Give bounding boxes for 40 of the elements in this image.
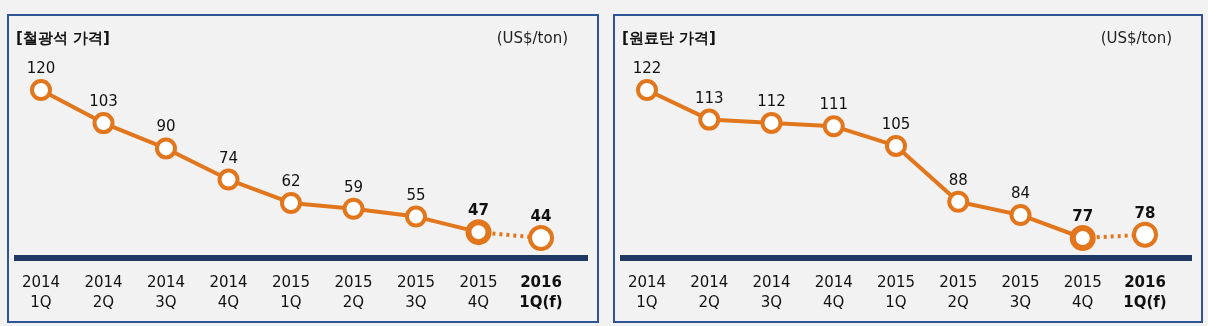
x-tick-label: 2016 1Q(f) [519,273,563,311]
data-label: 59 [343,177,364,196]
x-tick-label: 2014 3Q [752,273,791,311]
x-tick-label: 2015 1Q [876,273,916,311]
data-label: 90 [156,117,176,136]
x-tick-label: 2015 2Q [334,273,373,311]
x-tick-label: 2014 2Q [84,273,123,311]
data-label: 44 [530,207,552,225]
y-axis-title: (US$/ton) [1100,29,1172,47]
data-label: 112 [757,91,786,110]
data-label: 78 [1134,203,1156,222]
data-label: 62 [281,171,301,190]
data-label: 120 [26,59,56,77]
data-label: 113 [694,88,724,107]
x-tick-label: 2014 1Q [627,273,667,311]
chart-title: [철광석 가격] [16,29,110,47]
x-tick-label: 2014 3Q [146,273,186,311]
data-label: 111 [819,95,849,114]
x-tick-label: 2014 4Q [209,273,248,311]
data-label: 74 [218,148,239,167]
data-label: 47 [468,201,489,220]
x-tick-label: 2014 1Q [21,273,61,311]
x-tick-label: 2015 2Q [939,273,978,311]
x-tick-label: 2014 4Q [814,273,853,311]
x-tick-label: 2014 2Q [690,273,729,311]
x-tick-label: 2015 3Q [396,273,436,311]
data-label: 84 [1010,183,1031,202]
y-axis-title: (US$/ton) [496,29,568,47]
data-label: 103 [89,92,118,111]
x-tick-label: 2015 1Q [271,273,311,311]
x-tick-label: 2016 1Q(f) [1123,273,1167,311]
x-tick-label: 2015 4Q [1063,273,1102,311]
data-label: 88 [948,170,968,189]
x-tick-label: 2015 3Q [1001,273,1040,311]
data-label: 55 [406,185,426,204]
data-label: 122 [632,59,662,77]
chart-title: [원료탄 가격] [622,29,716,47]
data-label: 77 [1072,207,1094,225]
x-tick-label: 2015 4Q [459,273,498,311]
data-label: 105 [881,114,911,133]
